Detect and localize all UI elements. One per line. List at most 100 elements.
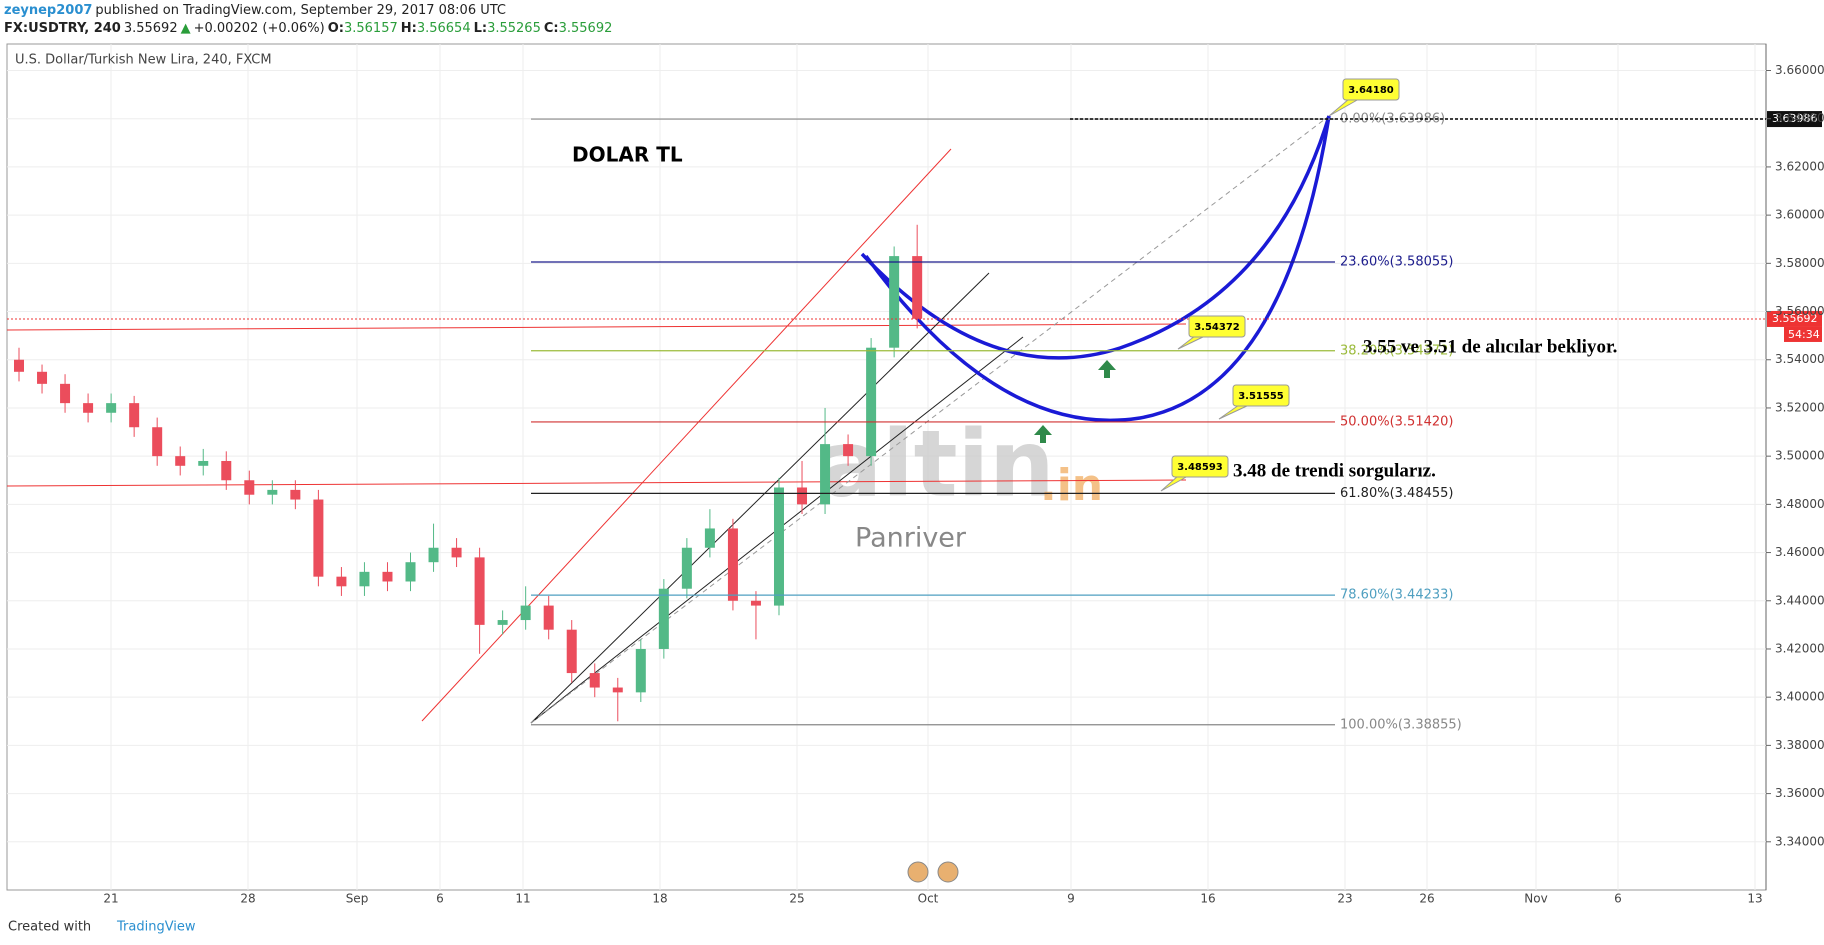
callout-label: 3.54372 (1194, 322, 1240, 333)
x-tick-label: Sep (346, 892, 369, 906)
y-tick-label: 3.58000 (1775, 256, 1824, 270)
candle-body (382, 571, 393, 582)
up-arrow (1098, 360, 1116, 378)
y-tick-label: 3.60000 (1775, 208, 1824, 222)
x-tick-label: 11 (515, 892, 530, 906)
y-tick-label: 3.66000 (1775, 63, 1824, 77)
y-tick-label: 3.50000 (1775, 449, 1824, 463)
y-tick-label: 3.46000 (1775, 545, 1824, 559)
x-tick-label: Oct (918, 892, 939, 906)
candle-body (106, 403, 117, 413)
y-tick-label: 3.40000 (1775, 690, 1824, 704)
x-tick-label: 13 (1747, 892, 1762, 906)
curve (864, 115, 1331, 423)
x-tick-label: 18 (652, 892, 667, 906)
candle-body (37, 371, 48, 384)
candle-body (704, 528, 715, 548)
quote-line: FX:USDTRY, 240 3.55692 ▲ +0.00202 (+0.06%) O… (4, 21, 618, 36)
y-tick-label: 3.52000 (1775, 400, 1824, 414)
heading: DOLAR TL (572, 143, 683, 167)
candle-body (14, 359, 24, 372)
callout-pointer (1218, 404, 1250, 420)
ohlc-value: 3.56654 (416, 21, 471, 36)
footer-brand[interactable]: TradingView (116, 920, 196, 935)
callout-box (1188, 315, 1246, 338)
candle-body (820, 444, 831, 505)
support-line (6, 479, 1187, 487)
x-tick-label: 25 (789, 892, 804, 906)
note: 3.48 de trendi sorgularız. (1233, 460, 1436, 481)
callout-label: 3.48593 (1177, 462, 1223, 473)
y-tick-label: 3.48000 (1775, 497, 1824, 511)
x-tick-label: 28 (240, 892, 255, 906)
countdown: 54:34 (1788, 328, 1820, 341)
candle-body (773, 487, 784, 606)
candle-body (612, 687, 623, 693)
callout-pointer (1177, 335, 1206, 350)
callout-label: 3.51555 (1238, 391, 1284, 402)
candle-body (566, 629, 577, 674)
candle-body (866, 347, 877, 457)
y-tick-label: 3.64000 (1775, 111, 1824, 125)
x-tick-label: 21 (103, 892, 118, 906)
callout-pointer (1160, 475, 1189, 492)
candle-body (428, 547, 439, 563)
x-tick-label: 23 (1337, 892, 1352, 906)
y-tick-label: 3.44000 (1775, 593, 1824, 607)
candle-body (83, 403, 94, 413)
ohlc-value: 3.55265 (487, 21, 541, 36)
ohlc-key: L: (473, 21, 488, 36)
fib-label: 38.20%(3.54372) (1340, 343, 1453, 358)
up-arrow (1034, 425, 1052, 443)
fib-label: 61.80%(3.48455) (1340, 486, 1453, 501)
chart-title: U.S. Dollar/Turkish New Lira, 240, FXCM (15, 53, 272, 68)
ohlc-key: C: (543, 21, 559, 36)
y-tick-label: 3.36000 (1775, 786, 1824, 800)
candle-body (497, 620, 508, 625)
ohlc: O:3.56157 H:3.56654 L:3.55265 C:3.55692 (328, 21, 616, 36)
event-icon[interactable] (937, 861, 959, 883)
y-tick-label: 3.42000 (1775, 641, 1824, 655)
fib-label: 78.60%(3.44233) (1340, 588, 1453, 603)
trend-line (530, 272, 990, 724)
channel-line (421, 148, 952, 722)
candle-body (405, 562, 416, 582)
header-line: zeynep2007 published on TradingView.com, … (4, 3, 509, 18)
price-tag (1767, 111, 1822, 128)
symbol: FX:USDTRY, 240 (4, 21, 121, 36)
last: 3.55692 (123, 21, 178, 36)
ohlc-key: O: (327, 21, 344, 36)
event-icon[interactable] (907, 861, 929, 883)
candle-body (681, 547, 692, 589)
y-tick-label: 3.54000 (1775, 352, 1824, 366)
author[interactable]: zeynep2007 (4, 3, 93, 18)
candle-body (267, 489, 278, 495)
watermark-sub: Panriver (855, 523, 967, 554)
x-tick-label: 9 (1067, 892, 1075, 906)
x-tick-label: Nov (1524, 892, 1547, 906)
candle-body (543, 605, 554, 630)
candle-body (750, 600, 761, 606)
x-tick-label: 16 (1200, 892, 1215, 906)
price-tag (1767, 310, 1822, 327)
candle-body (797, 487, 808, 505)
candle-body (474, 557, 485, 625)
fib-label: 50.00%(3.51420) (1340, 414, 1453, 429)
candle-body (635, 648, 646, 693)
price-tag-label: 3.55692 (1772, 312, 1818, 325)
note: 3.55 ve 3.51 de alıcılar bekliyor. (1363, 336, 1617, 357)
candle-body (198, 460, 209, 466)
ohlc-value: 3.56157 (343, 21, 398, 36)
footer-created: Created with (8, 920, 91, 935)
candle-body (451, 547, 462, 558)
candle-body (129, 403, 140, 428)
fib-label: 23.60%(3.58055) (1340, 255, 1453, 270)
candle-body (658, 588, 669, 649)
y-tick-label: 3.56000 (1775, 304, 1824, 318)
callout-box (1342, 78, 1400, 101)
watermark-main: altin (820, 410, 1055, 517)
candle-body (589, 673, 600, 688)
arrow: ▲ (180, 21, 191, 36)
